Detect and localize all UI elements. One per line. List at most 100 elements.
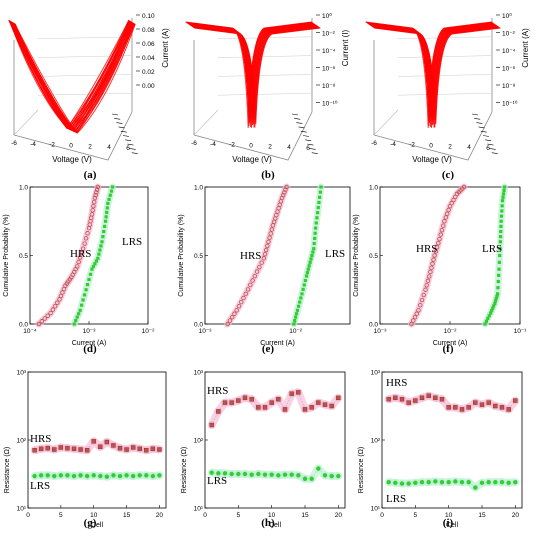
hrs-point: [232, 311, 237, 316]
lrs-point: [498, 235, 503, 239]
hrs-point: [289, 391, 294, 396]
depth-tick: [476, 122, 483, 124]
lrs-point: [75, 315, 79, 319]
lrs-point: [386, 479, 391, 485]
lrs-point: [312, 247, 316, 251]
hrs-point: [241, 295, 246, 301]
lrs-point: [314, 221, 318, 225]
y-tick-label: 10²: [194, 438, 204, 445]
lrs-point: [81, 298, 85, 302]
lrs-point: [262, 472, 268, 477]
iv-curve: [14, 23, 136, 134]
lrs-point: [492, 304, 496, 308]
lrs-point: [157, 473, 162, 478]
depth-tick: [491, 152, 498, 154]
hrs-point: [434, 245, 440, 250]
lrs-point: [71, 473, 77, 479]
hrs-point: [250, 278, 255, 283]
hrs-point: [443, 215, 448, 220]
lrs-point: [313, 226, 318, 230]
iv-plot-b: 10⁰ 10⁻² 10⁻⁴ 10⁻⁶ 10⁻⁸ 10⁻¹⁰ Current (I) -6 -4 -…: [185, 12, 350, 164]
lrs-point: [318, 190, 322, 194]
hrs-point: [386, 397, 391, 402]
hrs-point: [32, 448, 37, 453]
hrs-point: [117, 445, 123, 451]
hrs-point: [90, 208, 95, 213]
hrs-point: [229, 400, 234, 405]
hrs-point: [239, 299, 244, 305]
lrs-point: [496, 279, 500, 284]
hrs-point: [466, 405, 471, 410]
x-axis-label: Current (A): [72, 340, 107, 347]
lrs-point: [105, 206, 109, 210]
x-tick-label: 4: [287, 144, 291, 151]
x-axis-label: Cell: [91, 522, 104, 529]
hrs-point: [419, 297, 425, 303]
lrs-point: [98, 473, 103, 479]
iv-plot-a: 0.10 0.08 0.06 0.04 0.02 0.00 Current (A) -6 -4 -…: [8, 13, 170, 164]
lrs-point: [282, 472, 288, 477]
x-tick-label: 0: [69, 143, 73, 150]
y-tick-label: 10¹: [17, 506, 27, 513]
z-tick-label: 0.04: [142, 55, 155, 62]
hrs-annotation: HRS: [70, 248, 91, 260]
panel-label-f: (f): [443, 343, 454, 355]
grid-line: [217, 74, 313, 77]
y-tick-label: 10³: [17, 370, 27, 377]
lrs-point: [94, 259, 98, 263]
hrs-point: [130, 445, 136, 450]
lrs-point: [242, 471, 248, 477]
hrs-point: [50, 307, 56, 312]
lrs-point: [329, 473, 334, 479]
iv-curve: [12, 22, 134, 132]
z-tick-label: 10⁻⁸: [502, 83, 516, 90]
lrs-point: [124, 473, 129, 478]
lrs-point: [249, 472, 254, 477]
hrs-annotation: HRS: [416, 243, 437, 255]
lrs-point: [256, 471, 261, 477]
lrs-point: [497, 273, 501, 277]
hrs-point: [282, 407, 288, 412]
x-tick-label: -2: [409, 142, 415, 149]
hrs-point: [48, 310, 53, 316]
lrs-point: [82, 293, 87, 297]
lrs-point: [93, 262, 97, 266]
lrs-point: [413, 480, 418, 486]
hrs-point: [414, 311, 419, 316]
z-tick-label: 0.10: [142, 13, 155, 20]
hrs-point: [84, 448, 90, 453]
hrs-point: [267, 235, 272, 240]
x-tick-label: 20: [335, 512, 343, 519]
plot-i: 10¹ 10² 10³ 0 5 10 15 20 HRS LRS Cell Resistance (Ω…: [358, 370, 523, 529]
hrs-point: [36, 321, 42, 327]
x-tick-label: -4: [210, 141, 216, 148]
z-tick-label: 10⁻⁴: [502, 48, 516, 55]
y-tick-label: 0.0: [194, 322, 203, 329]
grid-line: [217, 92, 313, 96]
depth-tick: [309, 148, 316, 150]
box-depth-edge: [13, 109, 39, 136]
lrs-point: [316, 211, 320, 215]
lrs-point: [294, 315, 298, 319]
iv-curve: [12, 22, 134, 133]
lrs-point: [302, 283, 306, 287]
lrs-point: [399, 481, 405, 486]
hrs-point: [39, 319, 44, 324]
lrs-point: [80, 303, 84, 307]
hrs-point: [92, 195, 98, 201]
x-tick-label: 2: [88, 143, 92, 150]
hrs-point: [399, 397, 405, 402]
lrs-point: [91, 473, 96, 478]
x-tick-label: -4: [30, 141, 36, 148]
lrs-point: [102, 229, 106, 234]
hrs-point: [248, 282, 253, 288]
x-tick-label: 0: [249, 143, 253, 150]
z-axis-label: Current (A): [161, 28, 170, 68]
depth-tick: [482, 135, 490, 137]
panel-label-i: (i): [443, 517, 454, 529]
y-tick-label: 0.0: [19, 322, 28, 329]
lrs-point: [144, 473, 149, 478]
x-tick-label: 20: [156, 512, 164, 519]
hrs-point: [98, 444, 103, 449]
z-tick-label: 10⁰: [322, 12, 332, 20]
